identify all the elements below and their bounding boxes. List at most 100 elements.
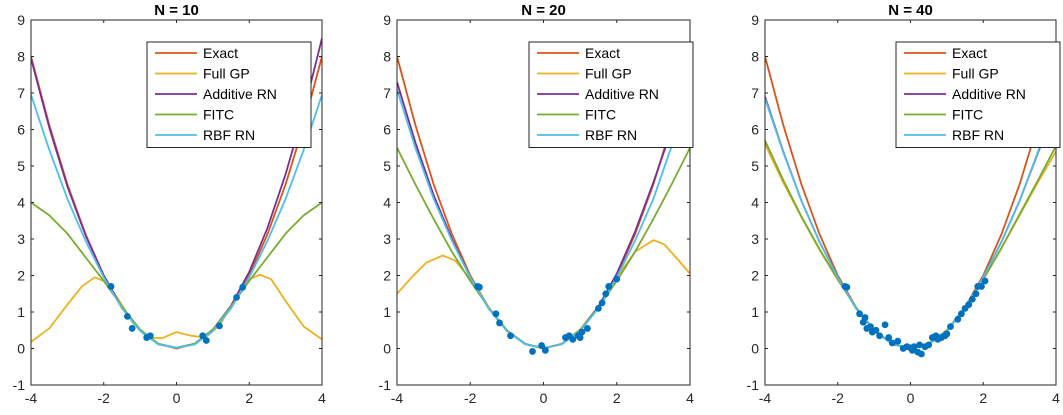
data-point bbox=[981, 277, 989, 285]
legend: Exact Full GP Additive RN FITC RBF RN bbox=[895, 41, 1061, 148]
legend-label-fitc: FITC bbox=[203, 107, 234, 123]
data-point bbox=[233, 294, 240, 301]
legend-label-exact: Exact bbox=[952, 45, 987, 61]
y-tick-label: 4 bbox=[751, 195, 759, 211]
x-tick-label: 0 bbox=[173, 390, 181, 406]
data-point bbox=[843, 283, 851, 291]
y-tick-label: 3 bbox=[17, 231, 25, 247]
x-tick-label: 2 bbox=[979, 390, 987, 406]
data-point bbox=[954, 315, 962, 323]
data-point bbox=[598, 299, 606, 307]
series-line-rbf-rn bbox=[31, 94, 322, 349]
x-tick-label: -4 bbox=[391, 390, 404, 406]
data-point bbox=[584, 325, 591, 332]
legend-label-full-gp: Full GP bbox=[585, 66, 632, 82]
legend-label-full-gp: Full GP bbox=[203, 66, 250, 82]
data-point bbox=[872, 326, 880, 334]
y-tick-label: 8 bbox=[383, 49, 391, 65]
data-point bbox=[123, 312, 131, 320]
data-point bbox=[978, 283, 985, 290]
x-tick-label: 0 bbox=[907, 390, 915, 406]
y-tick-label: 9 bbox=[383, 12, 391, 28]
y-tick-label: 3 bbox=[751, 231, 759, 247]
data-point bbox=[492, 310, 500, 318]
panel-2: -4 -2 0 2 4 -1 0 1 2 3 4 5 6 7 8 9 N = 20 Exact Full GP Add… bbox=[379, 2, 695, 406]
data-point bbox=[943, 330, 951, 338]
y-tick-label: 7 bbox=[383, 85, 391, 101]
y-tick-label: 7 bbox=[17, 85, 25, 101]
y-tick-label: 3 bbox=[383, 231, 391, 247]
data-point bbox=[569, 335, 577, 343]
data-point bbox=[856, 310, 863, 318]
data-points bbox=[107, 283, 247, 344]
data-point bbox=[507, 332, 514, 340]
data-point bbox=[216, 322, 223, 330]
data-point bbox=[605, 283, 613, 290]
y-tick-label: 7 bbox=[751, 85, 759, 101]
legend-label-exact: Exact bbox=[585, 45, 620, 61]
data-point bbox=[965, 301, 973, 309]
y-tick-label: 2 bbox=[383, 268, 391, 284]
data-point bbox=[529, 348, 536, 355]
x-tick-label: -2 bbox=[832, 390, 845, 406]
data-point bbox=[538, 342, 546, 349]
data-point bbox=[146, 332, 154, 340]
data-point bbox=[885, 334, 893, 341]
x-tick-label: 4 bbox=[1052, 390, 1060, 406]
y-tick-label: 8 bbox=[17, 49, 25, 65]
y-tick-label: 1 bbox=[751, 304, 759, 320]
y-tick-label: 6 bbox=[17, 122, 25, 138]
y-tick-label: 8 bbox=[751, 49, 759, 65]
x-tick-label: 2 bbox=[613, 390, 621, 406]
legend-label-additive-rn: Additive RN bbox=[585, 86, 659, 102]
x-tick-label: 0 bbox=[540, 390, 548, 406]
chart-title: N = 20 bbox=[521, 2, 566, 19]
y-tick-label: 5 bbox=[17, 158, 25, 174]
panel-3: -4 -2 0 2 4 -1 0 1 2 3 4 5 6 7 8 9 N = 40 Exact Full GP Add… bbox=[747, 2, 1061, 406]
y-tick-label: 6 bbox=[383, 122, 391, 138]
data-point bbox=[202, 337, 210, 344]
data-point bbox=[239, 283, 247, 291]
y-tick-label: 9 bbox=[751, 12, 759, 28]
data-point bbox=[968, 295, 976, 303]
data-point bbox=[578, 328, 586, 336]
y-tick-label: 1 bbox=[383, 304, 391, 320]
x-tick-label: 4 bbox=[686, 390, 694, 406]
chart-title: N = 10 bbox=[154, 2, 199, 19]
legend: Exact Full GP Additive RN FITC RBF RN bbox=[528, 41, 694, 148]
y-tick-label: 2 bbox=[17, 268, 25, 284]
x-tick-label: -4 bbox=[25, 390, 38, 406]
data-point bbox=[613, 275, 621, 283]
data-point bbox=[881, 321, 889, 329]
data-point bbox=[128, 325, 136, 332]
data-point bbox=[496, 319, 503, 327]
legend-label-full-gp: Full GP bbox=[952, 66, 999, 82]
panel-1: -4 -2 0 2 4 -1 0 1 2 3 4 5 6 7 8 9 N = 10 Exact Full GP Add… bbox=[13, 2, 327, 406]
data-point bbox=[888, 339, 896, 347]
y-tick-label: 5 bbox=[383, 158, 391, 174]
data-point bbox=[199, 332, 207, 340]
data-points bbox=[841, 277, 989, 358]
y-tick-label: 9 bbox=[17, 12, 25, 28]
data-points bbox=[474, 275, 621, 355]
data-point bbox=[910, 343, 918, 351]
legend-label-rbf-rn: RBF RN bbox=[203, 127, 255, 143]
legend-label-additive-rn: Additive RN bbox=[952, 86, 1026, 102]
x-tick-label: -2 bbox=[464, 390, 477, 406]
legend: Exact Full GP Additive RN FITC RBF RN bbox=[146, 41, 312, 148]
legend-label-exact: Exact bbox=[203, 45, 238, 61]
data-point bbox=[876, 332, 883, 340]
x-tick-label: -4 bbox=[759, 390, 772, 406]
data-point bbox=[925, 341, 933, 349]
data-point bbox=[602, 290, 610, 298]
y-tick-label: 1 bbox=[17, 304, 25, 320]
data-point bbox=[541, 346, 549, 354]
y-tick-label: -1 bbox=[379, 377, 392, 393]
data-point bbox=[595, 304, 602, 312]
x-tick-label: 2 bbox=[245, 390, 253, 406]
data-point bbox=[916, 341, 923, 349]
legend-label-rbf-rn: RBF RN bbox=[585, 127, 637, 143]
legend-label-additive-rn: Additive RN bbox=[203, 86, 277, 102]
y-tick-label: 5 bbox=[751, 158, 759, 174]
data-point bbox=[867, 323, 874, 330]
